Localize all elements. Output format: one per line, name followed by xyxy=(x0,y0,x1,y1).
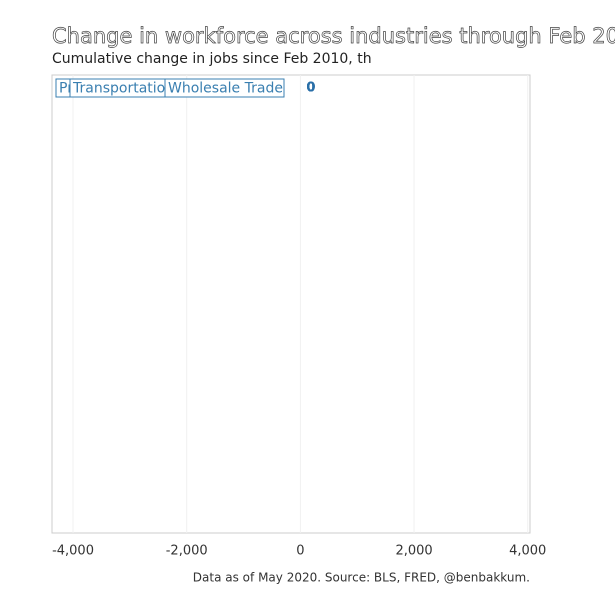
chart-subtitle: Cumulative change in jobs since Feb 2010… xyxy=(52,51,372,67)
value-label: 0 xyxy=(306,81,315,96)
value-label: 0 xyxy=(306,81,315,96)
source-note: Data as of May 2020. Source: BLS, FRED, … xyxy=(193,571,530,585)
label-box xyxy=(164,78,285,98)
category-label: Wholesale Trade xyxy=(168,81,283,97)
x-tick-label: -4,000 xyxy=(52,544,94,559)
value-label: 0 xyxy=(306,81,315,96)
category-label: Transportatio xyxy=(72,81,165,97)
x-tick-label: 0 xyxy=(296,544,304,559)
x-tick-label: 4,000 xyxy=(509,544,546,559)
x-tick-label: 2,000 xyxy=(395,544,432,559)
plot-frame xyxy=(51,74,531,534)
category-label: Pr xyxy=(59,81,73,97)
x-tick-label: -2,000 xyxy=(166,544,208,559)
chart-title: Change in workforce across industries th… xyxy=(52,24,615,48)
